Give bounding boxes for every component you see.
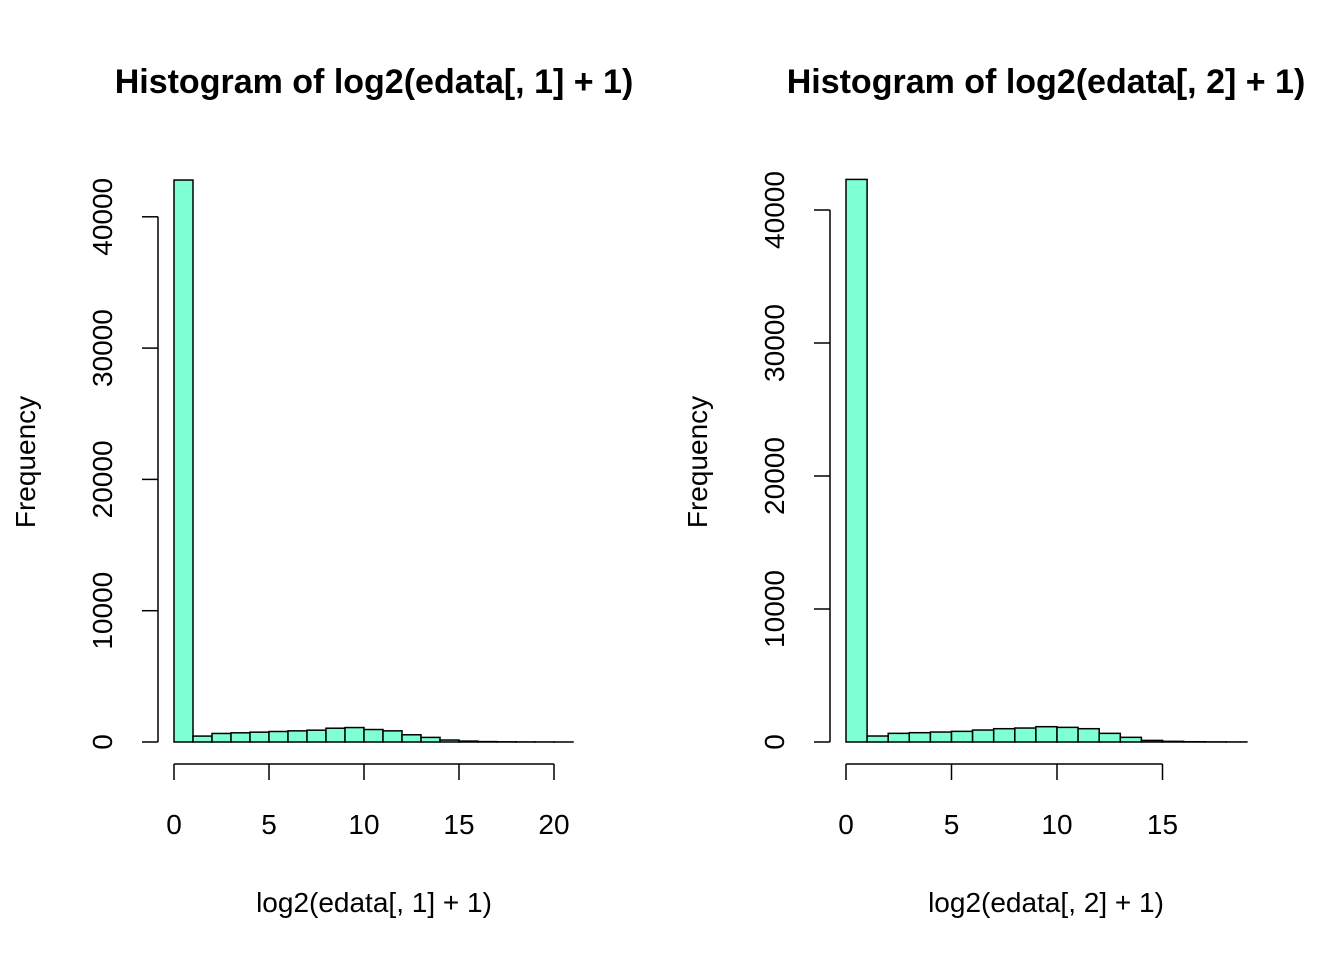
histogram-panel-1: Histogram of log2(edata[, 1] + 1) Freque… [10, 63, 633, 918]
bar-2-13 [1119, 736, 1143, 743]
y-tick-label-2-0: 0 [759, 734, 790, 750]
x-axis-label-1: log2(edata[, 1] + 1) [256, 887, 492, 918]
bar-2-2 [887, 732, 911, 743]
bar-2-5 [950, 730, 974, 743]
bar-1-11 [382, 730, 403, 743]
bar-1-1 [192, 735, 213, 743]
y-axis-1: 0 10000 20000 30000 40000 [87, 178, 159, 750]
bar-2-3 [908, 731, 932, 743]
y-axis-label-1: Frequency [10, 396, 41, 528]
bar-2-0 [845, 178, 868, 743]
bar-2-10 [1056, 726, 1079, 743]
x-tick-label-2-2: 10 [1041, 809, 1072, 840]
chart-title-1: Histogram of log2(edata[, 1] + 1) [115, 63, 634, 101]
y-axis-label-2: Frequency [682, 396, 713, 528]
bar-2-6 [971, 729, 995, 743]
bar-1-4 [249, 731, 270, 743]
bar-1-6 [287, 730, 308, 743]
y-tick-label-1-3: 30000 [87, 309, 118, 387]
x-tick-label-1-3: 15 [443, 809, 474, 840]
bar-1-10 [363, 728, 384, 743]
bar-1-2 [211, 732, 232, 743]
x-tick-label-2-1: 5 [944, 809, 960, 840]
y-tick-label-1-4: 40000 [87, 178, 118, 256]
x-axis-1: 0 5 10 15 20 [166, 763, 570, 840]
bar-1-8 [325, 727, 346, 743]
bar-2-11 [1077, 727, 1100, 743]
bar-2-7 [992, 727, 1016, 743]
y-tick-label-1-2: 20000 [87, 440, 118, 518]
bar-1-5 [268, 730, 289, 743]
x-tick-label-1-0: 0 [166, 809, 182, 840]
bar-1-13 [420, 736, 441, 743]
bar-2-4 [929, 731, 953, 743]
chart-title-2: Histogram of log2(edata[, 2] + 1) [787, 63, 1306, 101]
bar-1-3 [230, 732, 251, 743]
y-tick-label-1-1: 10000 [87, 572, 118, 650]
x-tick-label-1-2: 10 [348, 809, 379, 840]
histogram-panel-2: Histogram of log2(edata[, 2] + 1) Freque… [682, 63, 1305, 918]
x-axis-label-2: log2(edata[, 2] + 1) [928, 887, 1164, 918]
bar-1-14 [439, 739, 460, 743]
bar-1-7 [306, 729, 327, 743]
bar-2-14 [1140, 739, 1164, 743]
y-tick-label-2-2: 20000 [759, 437, 790, 515]
y-tick-label-2-4: 40000 [759, 171, 790, 249]
bars-2 [845, 178, 1248, 743]
x-tick-label-2-0: 0 [838, 809, 854, 840]
bar-1-15 [458, 740, 479, 743]
bar-2-8 [1014, 727, 1037, 743]
y-tick-label-2-3: 30000 [759, 304, 790, 382]
y-tick-label-1-0: 0 [87, 734, 118, 750]
y-tick-label-2-1: 10000 [759, 570, 790, 648]
y-axis-2: 0 10000 20000 30000 40000 [759, 171, 831, 750]
bars-1 [173, 179, 574, 743]
bar-2-9 [1035, 725, 1058, 743]
x-tick-label-1-4: 20 [538, 809, 569, 840]
bar-2-12 [1098, 732, 1122, 743]
bar-1-9 [344, 726, 365, 743]
x-tick-label-2-3: 15 [1147, 809, 1178, 840]
bar-2-15 [1161, 740, 1185, 743]
x-tick-label-1-1: 5 [261, 809, 277, 840]
bar-1-0 [173, 179, 194, 743]
x-axis-2: 0 5 10 15 [838, 763, 1178, 840]
bar-1-12 [401, 734, 422, 743]
bar-2-1 [866, 735, 889, 743]
